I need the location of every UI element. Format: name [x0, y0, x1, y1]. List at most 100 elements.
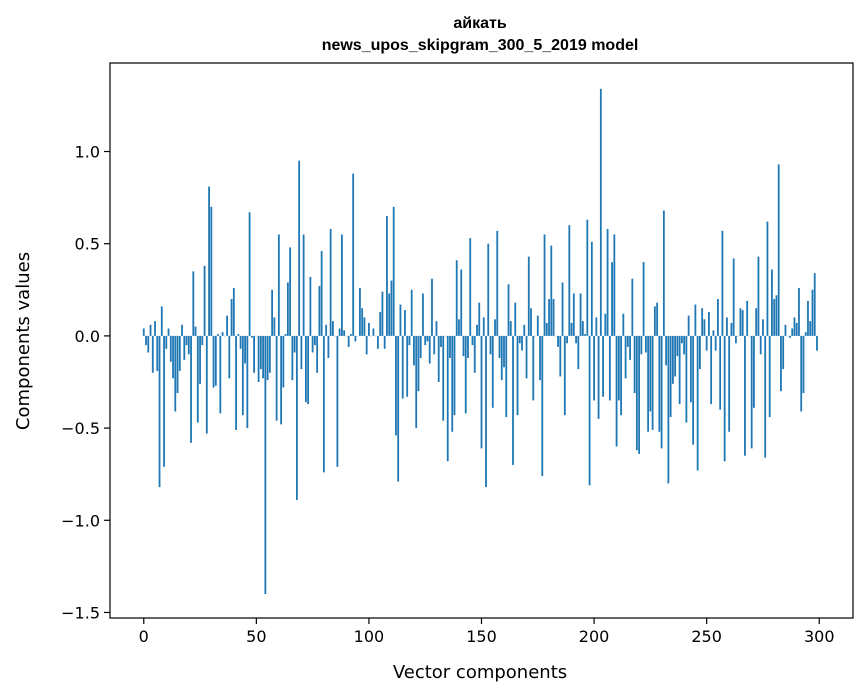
bar-155: [491, 335, 494, 408]
bar-298: [813, 273, 816, 336]
bar-83: [329, 228, 332, 336]
bar-55: [266, 335, 269, 381]
bar-198: [588, 335, 591, 486]
bar-57: [271, 289, 274, 336]
bar-136: [449, 335, 451, 359]
bar-268: [746, 300, 749, 336]
bar-275: [762, 319, 764, 336]
bar-110: [390, 280, 393, 336]
bar-21: [190, 335, 192, 443]
bar-215: [626, 335, 629, 347]
bar-172: [530, 308, 532, 336]
bar-10: [165, 335, 168, 349]
bar-73: [307, 335, 310, 405]
bar-187: [563, 335, 566, 416]
bar-63: [284, 334, 287, 336]
bar-204: [602, 335, 604, 397]
bar-279: [771, 269, 773, 336]
bar-266: [741, 310, 744, 336]
ticks-layer: 0 50 100 150 200 250 300 1.0 0.5 0.0 −0.5 −1.0 −1.5: [61, 143, 834, 646]
bar-154: [489, 335, 492, 355]
x-tick-label: 150: [466, 627, 497, 646]
bar-43: [239, 335, 242, 349]
bar-256: [719, 335, 722, 410]
bar-297: [811, 289, 814, 336]
bar-167: [518, 335, 521, 344]
bar-223: [644, 335, 647, 353]
bar-218: [633, 335, 636, 394]
bar-91: [347, 335, 350, 347]
bar-30: [210, 206, 213, 336]
bar-164: [512, 335, 514, 465]
x-axis-label: Vector components: [393, 662, 567, 683]
bar-121: [415, 335, 418, 429]
bar-262: [732, 258, 735, 336]
bar-47: [248, 212, 251, 336]
bar-272: [755, 308, 758, 336]
bar-224: [647, 335, 650, 432]
bar-151: [482, 317, 485, 336]
bar-107: [383, 335, 386, 349]
x-tick-label: 200: [579, 627, 610, 646]
bar-72: [304, 335, 307, 403]
bar-230: [660, 335, 663, 449]
bar-280: [773, 299, 776, 336]
bar-173: [532, 335, 535, 401]
bar-295: [807, 300, 809, 336]
bar-1: [145, 335, 147, 346]
bar-145: [469, 238, 472, 336]
bar-228: [656, 302, 659, 336]
bar-252: [710, 335, 713, 405]
bar-131: [437, 335, 440, 382]
bar-18: [183, 335, 186, 360]
bar-217: [631, 278, 634, 336]
bar-293: [802, 335, 805, 394]
bar-70: [300, 335, 303, 370]
bar-299: [816, 335, 818, 351]
bar-114: [399, 304, 402, 336]
bar-24: [196, 335, 199, 423]
bar-250: [705, 335, 708, 351]
bar-61: [280, 335, 283, 425]
bar-25: [199, 335, 201, 384]
bar-208: [611, 262, 613, 336]
bar-210: [615, 335, 618, 447]
bar-17: [181, 324, 183, 336]
bar-58: [273, 317, 276, 336]
bar-171: [527, 256, 530, 336]
bar-59: [275, 335, 278, 421]
bar-124: [422, 293, 424, 336]
bar-80: [322, 335, 325, 473]
bars-layer: [142, 88, 818, 595]
bar-241: [685, 335, 688, 423]
bar-135: [446, 335, 449, 462]
bar-158: [498, 335, 501, 359]
bar-153: [487, 243, 490, 336]
bar-23: [194, 326, 197, 336]
bar-176: [539, 335, 541, 381]
bar-120: [413, 335, 415, 366]
bar-12: [169, 335, 172, 362]
bar-163: [509, 321, 512, 336]
bar-244: [692, 335, 695, 445]
bar-48: [250, 335, 253, 338]
bar-148: [476, 324, 478, 336]
bar-115: [401, 335, 404, 399]
bar-159: [500, 335, 503, 381]
bar-79: [320, 251, 323, 336]
y-tick-label: −0.5: [61, 419, 100, 438]
bar-203: [599, 88, 602, 336]
bar-11: [167, 328, 170, 336]
bar-54: [264, 335, 267, 595]
bar-184: [557, 335, 559, 347]
bar-149: [478, 302, 481, 336]
bar-193: [577, 335, 580, 370]
bar-26: [201, 335, 204, 346]
bar-118: [408, 335, 411, 346]
bar-62: [282, 335, 285, 388]
bar-243: [689, 335, 692, 403]
bar-133: [442, 335, 445, 421]
bar-273: [757, 256, 760, 336]
bar-150: [480, 335, 483, 449]
bar-14: [174, 335, 177, 412]
